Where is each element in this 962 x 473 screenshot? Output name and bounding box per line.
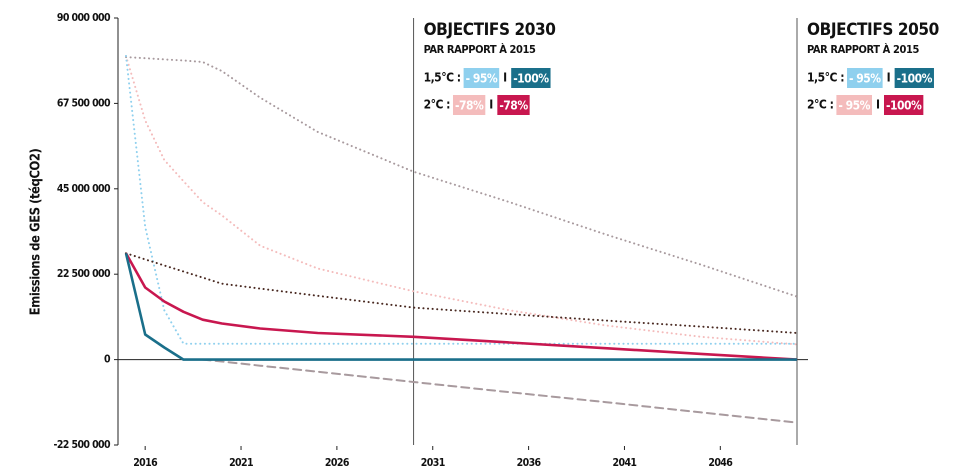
annotation-subtitle: PAR RAPPORT À 2015 — [424, 43, 536, 56]
x-tick-label: 2046 — [708, 457, 733, 469]
first-target-box — [463, 68, 500, 88]
y-tick-label: 0 — [104, 354, 111, 366]
first-target-box — [836, 95, 872, 115]
y-axis-label: Emissions de GES (téqCO2) — [29, 148, 44, 315]
series-line — [125, 55, 798, 345]
annotation-subtitle: PAR RAPPORT À 2015 — [807, 43, 919, 56]
series-line — [125, 252, 798, 334]
x-tick-label: 2026 — [325, 457, 350, 469]
series-line — [201, 358, 798, 424]
first-target: - 95% — [466, 72, 498, 86]
second-target: -100% — [513, 72, 549, 86]
separator: I — [503, 71, 507, 85]
second-target-box — [497, 95, 530, 115]
first-target-box — [847, 68, 883, 88]
y-tick-label: -22 500 000 — [54, 439, 112, 451]
first-target: - 95% — [838, 99, 870, 113]
annotation-title: OBJECTIFS 2030 — [424, 20, 556, 40]
first-target: - 95% — [849, 72, 881, 86]
separator: I — [489, 98, 493, 112]
x-tick-label: 2021 — [229, 457, 253, 469]
row-label: 1,5°C : — [807, 71, 844, 85]
y-tick-label: 22 500 000 — [57, 268, 111, 280]
series-line — [124, 252, 798, 361]
y-tick-label: 45 000 000 — [57, 183, 111, 195]
annotation-title: OBJECTIFS 2050 — [807, 20, 939, 40]
second-target: -78% — [499, 99, 528, 113]
x-tick-label: 2031 — [421, 457, 445, 469]
second-target-box — [511, 68, 551, 88]
separator: I — [887, 71, 891, 85]
x-tick-label: 2036 — [517, 457, 542, 469]
series-line — [124, 253, 797, 361]
second-target: -100% — [886, 99, 922, 113]
second-target-box — [884, 95, 924, 115]
first-target-box — [452, 95, 486, 115]
separator: I — [876, 98, 880, 112]
row-label: 1,5°C : — [424, 71, 461, 85]
second-target-box — [894, 68, 934, 88]
series-line — [125, 55, 798, 346]
x-tick-label: 2016 — [133, 457, 158, 469]
row-label: 2°C : — [807, 98, 834, 112]
first-target: -78% — [455, 99, 484, 113]
y-tick-label: 67 500 000 — [57, 97, 111, 109]
x-tick-label: 2041 — [613, 457, 637, 469]
row-label: 2°C : — [424, 98, 451, 112]
series-line — [125, 56, 798, 298]
y-tick-label: 90 000 000 — [57, 12, 111, 24]
second-target: -100% — [897, 72, 933, 86]
